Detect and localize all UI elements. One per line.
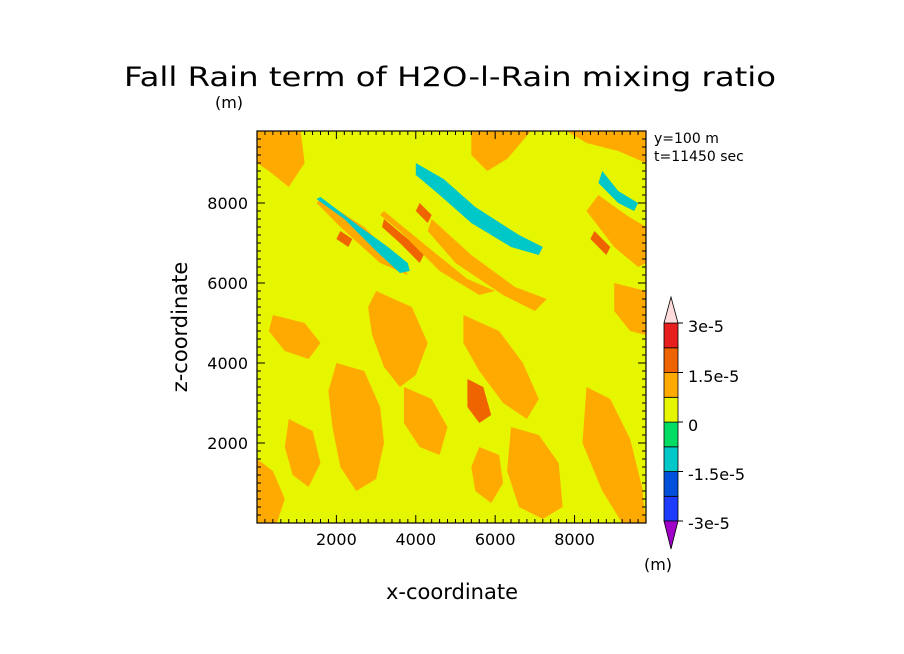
contour-region [382, 219, 424, 263]
y-position-annotation: y=100 m [654, 131, 719, 147]
contour-region [403, 387, 448, 455]
colorbar-box [663, 396, 679, 423]
contour-region [368, 291, 428, 387]
colorbar-label: -1.5e-5 [688, 465, 745, 484]
colorbar-box [663, 372, 679, 398]
colorbar-box [663, 471, 679, 497]
contour-region [586, 195, 646, 267]
y-tick-label: 2000 [207, 434, 248, 453]
y-tick-label: 6000 [207, 274, 248, 293]
colorbar: 3e-5 1.5e-5 0 -1.5e-5 -3e-5 (m) [644, 295, 745, 574]
contour-region [268, 315, 321, 359]
colorbar-box [663, 421, 679, 448]
contour-region [471, 447, 504, 503]
contour-region [427, 219, 547, 311]
colorbar-label: 1.5e-5 [688, 367, 739, 386]
x-tick-label: 4000 [395, 530, 436, 549]
contour-region [257, 131, 305, 187]
title-units: (m) [215, 93, 243, 112]
time-annotation: t=11450 sec [654, 149, 744, 165]
contour-region [415, 203, 432, 223]
colorbar-box [663, 322, 679, 349]
contour-fills [257, 131, 646, 523]
contour-region [507, 427, 563, 519]
colorbar-min-arrow [663, 520, 679, 550]
colorbar-label: 3e-5 [688, 317, 724, 336]
contour-region [590, 231, 611, 255]
colorbar-max-arrow [663, 295, 679, 324]
contour-region [463, 315, 539, 419]
plot-frame [256, 130, 647, 524]
annotations: y=100 m t=11450 sec [654, 131, 744, 165]
colorbar-box [663, 347, 679, 373]
contour-region [582, 387, 646, 523]
colorbar-box [663, 446, 679, 472]
colorbar-boxes [663, 295, 683, 550]
contour-region [316, 197, 410, 273]
contour-region [336, 231, 353, 247]
colorbar-label: -3e-5 [688, 514, 730, 533]
contour-region [598, 171, 639, 211]
contour-region [415, 163, 543, 255]
contour-region [328, 363, 384, 491]
contour-region [614, 283, 646, 335]
x-axis: 2000 4000 6000 8000 x-coordinate [316, 530, 595, 604]
colorbar-box [663, 495, 679, 522]
x-tick-label: 2000 [316, 530, 357, 549]
contour-region [467, 379, 492, 423]
contour-region [257, 459, 285, 523]
y-axis: 2000 4000 6000 8000 z-coordinate [168, 194, 248, 453]
colorbar-units: (m) [644, 555, 672, 574]
chart-title: Fall Rain term of H2O-l-Rain mixing rati… [124, 62, 776, 93]
contour-region [566, 131, 646, 163]
y-axis-label: z-coordinate [168, 262, 192, 393]
x-tick-label: 8000 [554, 530, 595, 549]
colorbar-label: 0 [688, 416, 698, 435]
contour-region [471, 131, 531, 171]
contour-region [284, 419, 321, 487]
x-tick-label: 6000 [475, 530, 516, 549]
x-axis-label: x-coordinate [386, 580, 518, 604]
contour-region [380, 211, 496, 295]
y-tick-label: 8000 [207, 194, 248, 213]
axis-ticks [257, 131, 646, 523]
y-tick-label: 4000 [207, 354, 248, 373]
plot-area [256, 130, 647, 524]
